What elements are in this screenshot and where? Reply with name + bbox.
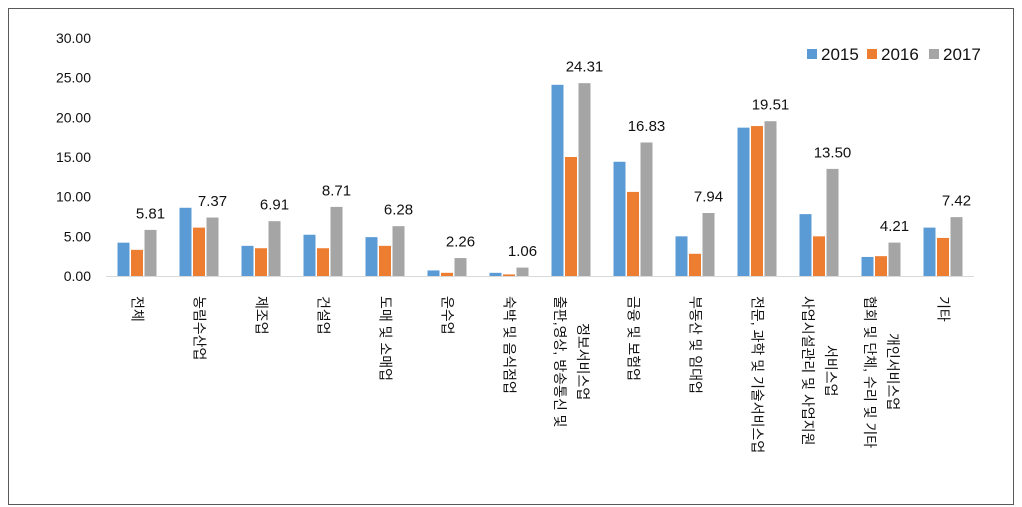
y-tick-label: 5.00 [64,228,91,244]
data-label-2017-3: 8.71 [322,182,351,199]
bar-2015-2 [241,245,254,276]
y-tick-label: 25.00 [56,70,91,86]
bar-2016-11 [813,236,825,276]
bar-2016-3 [317,248,329,276]
bar-2015-3 [303,234,316,276]
bar-2016-2 [255,248,267,276]
bar-2016-12 [875,256,887,276]
chart-border [8,8,1014,505]
x-tick-label-1: 농림수산업 [191,296,208,361]
y-tick-label: 30.00 [56,30,91,46]
bar-2017-1 [206,217,219,276]
data-label-2017-8: 16.83 [628,118,666,135]
x-tick-label-8: 금융 및 보험업 [625,296,642,382]
bar-2015-8 [613,161,626,276]
y-tick-label: 20.00 [56,109,91,125]
legend: 2015 2016 2017 [807,45,981,64]
bar-2017-8 [640,142,653,276]
data-label-2017-6: 1.06 [508,243,537,260]
data-label-2017-4: 6.28 [384,202,413,219]
x-tick-label-7: 출판,영상, 방송통신 및 정보서비스업 [552,296,591,428]
y-tick-label: 10.00 [56,189,91,205]
data-label-2017-9: 7.94 [694,189,723,206]
bar-2016-5 [441,272,453,276]
bar-2015-4 [365,237,378,276]
bar-2017-3 [330,206,343,276]
bar-2017-9 [702,213,715,276]
bar-2015-5 [427,270,440,276]
x-tick-label-10: 전문, 과학 및 기술서비스업 [749,296,766,454]
bar-2015-1 [179,207,192,276]
legend-item-2016: 2016 [867,45,919,64]
bar-2017-13 [950,217,963,276]
legend-label-2016: 2016 [881,45,919,64]
data-label-2017-5: 2.26 [446,234,475,251]
bar-2015-12 [861,256,874,276]
x-tick-label-6: 숙박 및 음식점업 [501,296,518,394]
bar-2015-9 [675,236,688,276]
x-tick-label-2: 제조업 [253,296,270,335]
legend-swatch-2017 [929,49,939,59]
x-tick-label-13: 기타 [935,296,952,322]
bar-2016-1 [193,227,205,276]
y-tick-label: 15.00 [56,149,91,165]
bar-2015-7 [551,84,564,276]
bar-2017-7 [578,83,591,277]
bar-2017-2 [268,221,281,276]
x-tick-label-0: 전체 [129,296,146,322]
bars [117,83,963,277]
bar-2016-7 [565,157,577,276]
x-tick-label-12: 협회 및 단체, 수리 및 기타 개인서비스업 [862,296,901,449]
data-label-2017-11: 13.50 [814,144,852,161]
data-label-2017-7: 24.31 [566,59,604,76]
legend-label-2017: 2017 [943,45,981,64]
x-tick-label-11: 사업시설관리 및 사업지원 서비스업 [800,296,839,446]
bar-2017-6 [516,267,529,276]
bar-2017-5 [454,258,467,276]
x-tick-label-4: 도매 및 소매업 [377,296,394,382]
bar-2017-11 [826,168,839,276]
x-tick-label-9: 부동산 및 임대업 [687,296,704,394]
legend-swatch-2015 [807,49,817,59]
bar-2017-4 [392,226,405,276]
legend-label-2015: 2015 [821,45,859,64]
data-label-2017-13: 7.42 [942,193,971,210]
legend-item-2017: 2017 [929,45,981,64]
bar-2015-11 [799,214,812,276]
y-tick-label: 0.00 [64,268,91,284]
data-label-2017-2: 6.91 [260,197,289,214]
legend-item-2015: 2015 [807,45,859,64]
bar-2016-8 [627,191,639,276]
bar-2016-9 [689,253,701,276]
bar-2016-0 [131,249,143,276]
bar-2015-0 [117,242,130,276]
bar-2015-6 [489,272,502,276]
bar-2017-12 [888,242,901,276]
bar-2015-10 [737,127,750,276]
bar-2016-10 [751,126,763,276]
data-label-2017-10: 19.51 [752,97,790,114]
bar-2016-4 [379,245,391,276]
data-label-2017-0: 5.81 [136,205,165,222]
x-tick-label-3: 건설업 [315,296,332,335]
bar-2015-13 [923,227,936,276]
legend-swatch-2016 [867,49,877,59]
bar-2017-0 [144,229,157,276]
bar-2017-10 [764,121,777,276]
data-label-2017-12: 4.21 [880,218,909,235]
x-tick-label-5: 운수업 [439,296,456,335]
bar-2016-6 [503,274,515,276]
bar-2016-13 [937,237,949,276]
data-label-2017-1: 7.37 [198,193,227,210]
